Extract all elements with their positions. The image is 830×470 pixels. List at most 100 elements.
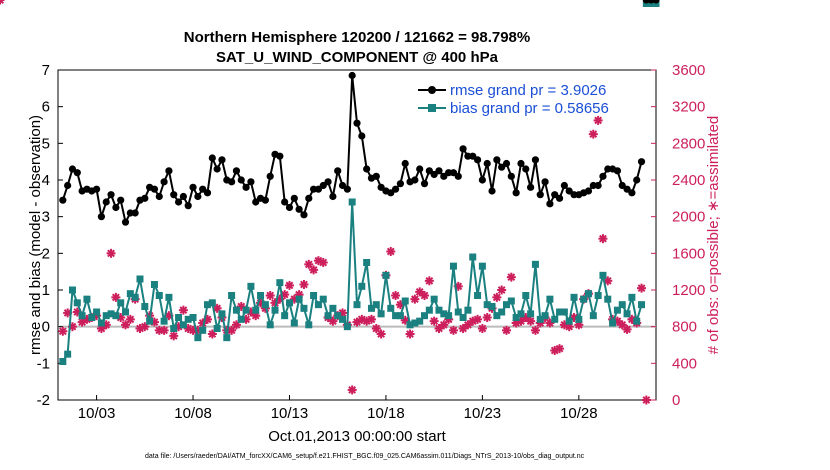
obs-point [622,324,632,334]
rmse-point [203,189,212,197]
obs-point [429,316,439,326]
rmse-point [435,167,443,175]
bias-point [613,306,621,314]
bias-series [59,0,660,365]
rmse-point [522,165,530,173]
rmse-point [560,181,568,190]
bias-point [392,312,400,320]
bias-point [449,262,457,270]
bias-point [319,295,327,303]
obs-point [0,0,5,5]
bias-point [507,297,515,305]
rmse-point [160,178,168,186]
legend-rmse-marker [428,86,436,94]
rmse-point [300,211,308,219]
obs-point [506,272,516,282]
obs-point [405,329,415,339]
y-tick-left-label: 6 [42,99,50,116]
obs-point [555,344,565,354]
obs-point [265,291,275,300]
rmse-point [628,189,636,197]
bias-point [252,306,260,314]
rmse-point [213,165,221,173]
bias-point [527,310,535,318]
obs-point [347,385,357,395]
chart-subtitle: SAT_U_WIND_COMPONENT @ 400 hPa [216,49,499,66]
bias-point [440,310,448,318]
bias-point [271,306,279,314]
obs-point [169,331,179,341]
bias-point [237,315,245,323]
bias-point [334,312,342,320]
bias-point [546,295,554,303]
obs-point [106,248,116,258]
bias-point [387,304,395,312]
bias-point [469,253,477,261]
rmse-point [613,167,622,175]
bias-point [329,304,337,312]
obs-point [366,314,376,324]
bias-point [131,293,139,301]
rmse-point [266,172,274,180]
x-tick-label: 10/08 [174,405,212,422]
obs-point [159,325,169,335]
obs-point [424,276,434,286]
bias-point [396,312,404,320]
bias-point [348,198,356,206]
bias-point [141,303,149,310]
bias-point [474,292,482,299]
y-tick-right-label: 400 [672,355,697,372]
rmse-point [353,119,361,127]
bias-point [531,260,539,268]
bias-point [295,295,303,303]
bias-point [570,293,578,301]
x-tick-label: 10/23 [464,405,502,422]
x-tick-label: 10/03 [78,405,116,422]
rmse-point [637,158,646,166]
bias-point [194,334,202,342]
bias-point [353,301,361,309]
rmse-point [295,205,303,213]
bias-point [406,321,414,329]
bias-point [290,319,298,327]
rmse-point [420,180,429,188]
obs-point [121,320,131,330]
rmse-point [343,185,351,193]
obs-point [477,324,487,333]
rmse-point [194,192,202,201]
rmse-point [97,213,106,221]
bias-point [223,334,231,342]
y-tick-right-label: 3600 [672,62,705,79]
bias-point [343,323,351,331]
y-tick-right-label: 1600 [672,245,705,262]
obs-point [588,129,598,139]
rmse-point [92,185,101,193]
bias-point [454,308,462,316]
bias-point [536,315,544,323]
y-tick-right-label: 800 [672,319,697,336]
rmse-point [329,192,337,201]
bias-point [305,321,313,329]
bias-point [93,308,101,316]
obs-point [482,313,492,322]
rmse-point [107,191,115,199]
legend-rmse-label: rmse grand pr = 3.9026 [450,82,606,99]
bias-point [425,306,433,314]
bias-point [213,325,221,332]
rmse-point [237,176,245,184]
y-tick-right-label: 1200 [672,282,705,299]
bias-point [416,317,424,325]
rmse-point [488,187,496,195]
bias-point [459,314,467,321]
bias-point [478,262,486,270]
obs-point [376,329,386,339]
y-tick-right-label: 3200 [672,99,705,116]
bias-point [146,317,154,325]
bias-point [372,301,380,309]
legend-bias-marker [428,104,436,112]
y-tick-left-label: 0 [42,319,50,336]
axis-ticks: -2 -1 0 1 2 3 4 5 6 7 0 400 800 1200 1600 2000 2400 2800 3… [37,62,706,422]
y-tick-right-label: 2400 [672,172,705,189]
obs-point [178,305,188,315]
obs-point [530,325,540,335]
